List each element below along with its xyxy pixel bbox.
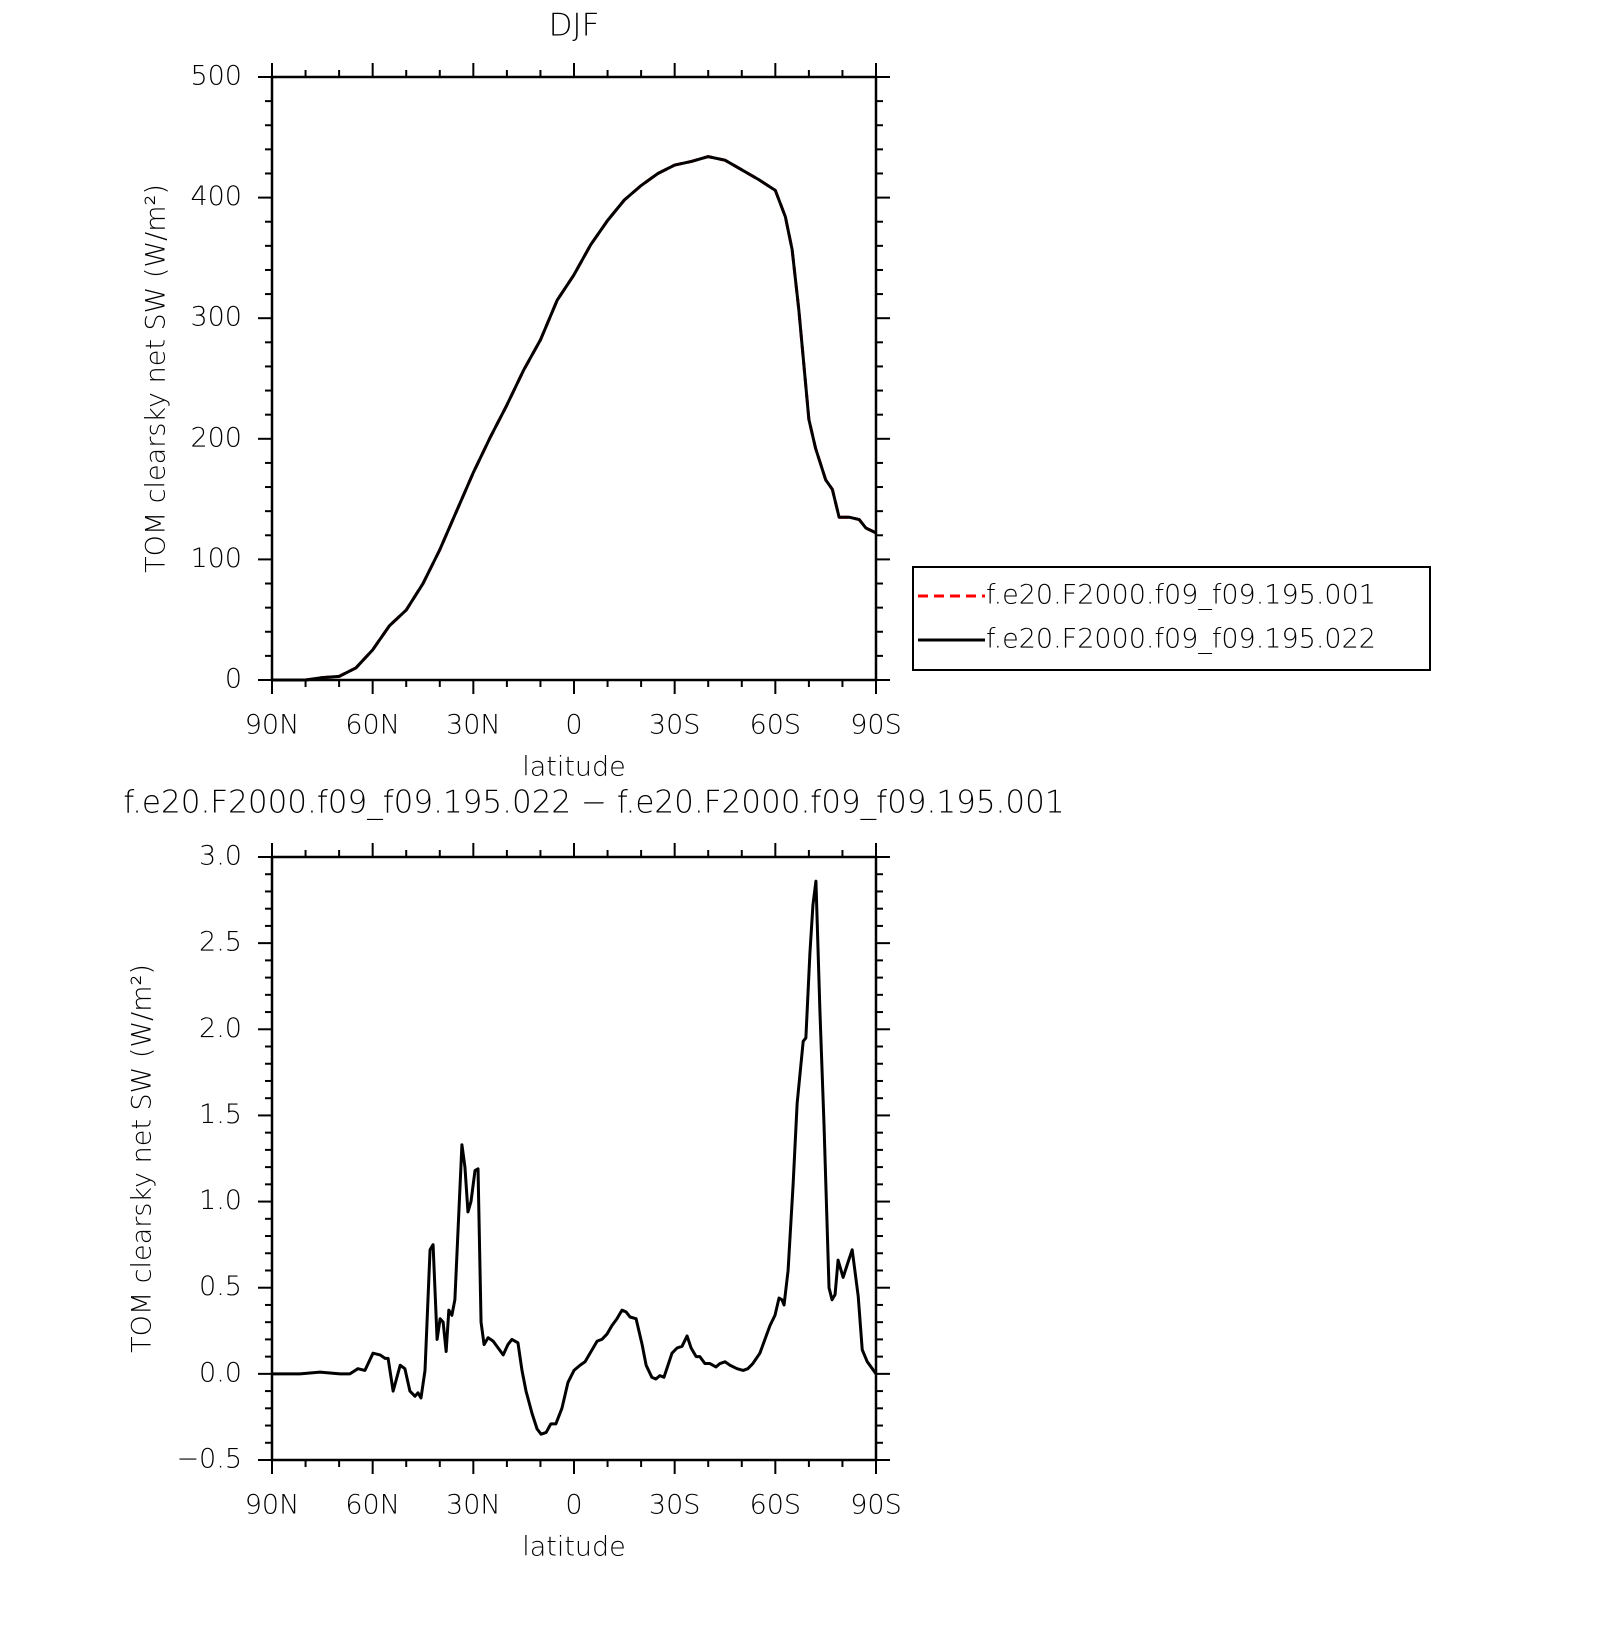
x-axis-label: latitude: [522, 1532, 626, 1563]
x-tick-label: 30S: [649, 710, 701, 741]
x-tick-label: 90N: [245, 1490, 300, 1521]
x-tick-label: 60S: [750, 1490, 802, 1521]
x-tick-label: 30S: [649, 1490, 701, 1521]
plot-frame: [270, 75, 878, 682]
x-tick-label: 60N: [345, 1490, 400, 1521]
y-tick-label: 1.5: [199, 1099, 242, 1130]
x-tick-label: 60S: [750, 710, 802, 741]
y-tick-label: 400: [190, 181, 242, 212]
plot-frame: [270, 855, 878, 1462]
y-tick-label: −0.5: [176, 1444, 242, 1475]
y-tick-label: 2.5: [199, 927, 242, 958]
x-tick-label: 90S: [850, 710, 902, 741]
x-axis-label: latitude: [522, 752, 626, 783]
y-tick-label: 2.0: [199, 1013, 242, 1044]
y-tick-label: 300: [190, 302, 242, 333]
y-tick-label: 200: [190, 422, 242, 453]
x-tick-label: 90S: [850, 1490, 902, 1521]
y-tick-label: 0.0: [199, 1357, 242, 1388]
x-tick-label: 30N: [446, 1490, 501, 1521]
y-tick-label: 500: [190, 61, 242, 92]
y-tick-label: 0: [225, 664, 242, 695]
chart-title: DJF: [549, 8, 600, 44]
legend-label: f.e20.F2000.f09_f09.195.001: [986, 580, 1376, 611]
y-tick-label: 0.5: [199, 1271, 242, 1302]
y-tick-label: 1.0: [199, 1185, 242, 1216]
x-tick-label: 90N: [245, 710, 300, 741]
legend-box: [912, 566, 1431, 671]
x-tick-label: 0: [565, 1490, 582, 1521]
legend-label: f.e20.F2000.f09_f09.195.022: [986, 624, 1376, 655]
series-line: [272, 155, 877, 682]
chart-title: f.e20.F2000.f09_f09.195.022 − f.e20.F200…: [123, 785, 1064, 821]
x-tick-label: 60N: [345, 710, 400, 741]
y-axis-label: TOM clearsky net SW (W/m²): [127, 964, 158, 1353]
series-line: [272, 879, 878, 1436]
y-tick-label: 3.0: [199, 841, 242, 872]
y-axis-label: TOM clearsky net SW (W/m²): [141, 184, 172, 573]
x-tick-label: 30N: [446, 710, 501, 741]
x-tick-label: 0: [565, 710, 582, 741]
y-tick-label: 100: [190, 543, 242, 574]
series-line: [272, 155, 877, 682]
